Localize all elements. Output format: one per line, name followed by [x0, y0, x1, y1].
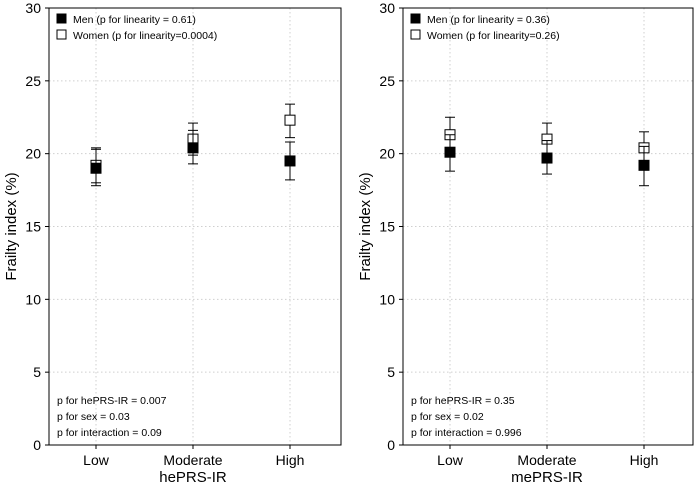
y-tick-label: 10 — [25, 291, 41, 307]
y-axis-title: Frailty index (%) — [3, 172, 20, 280]
x-axis-title: mePRS-IR — [511, 469, 583, 483]
annotation-text: p for interaction = 0.09 — [57, 427, 162, 439]
y-axis-title: Frailty index (%) — [357, 172, 374, 280]
men-point-2 — [187, 129, 199, 165]
men-point-1 — [444, 134, 456, 172]
x-tick-label: High — [630, 452, 659, 468]
x-tick-label: Low — [437, 452, 464, 468]
x-tick-label: High — [276, 452, 305, 468]
legend-open-square — [56, 29, 67, 40]
annotation-text: p for interaction = 0.996 — [411, 427, 522, 439]
legend-label: Men (p for linearity = 0.36) — [427, 14, 550, 26]
y-tick-label: 5 — [387, 364, 395, 380]
x-tick-label: Moderate — [163, 452, 222, 468]
men-point-3 — [638, 145, 650, 187]
filled-square-marker — [187, 142, 199, 154]
y-tick-label: 0 — [33, 437, 41, 453]
y-tick-label: 30 — [379, 0, 395, 16]
filled-square-marker — [638, 159, 650, 171]
chart-panel-2: 0 5 10 15 20 25 30 Low Moderate High mePRS-IR Frail… — [357, 0, 694, 483]
annotation-text: p for hePRS-IR = 0.007 — [57, 395, 167, 407]
x-axis-title: hePRS-IR — [159, 469, 227, 483]
y-tick-label: 30 — [25, 0, 41, 16]
legend-open-square — [410, 29, 421, 40]
legend-label: Men (p for linearity = 0.61) — [73, 14, 196, 26]
y-tick-label: 0 — [387, 437, 395, 453]
chart-panel-1: 0 5 10 15 20 25 30 Low Moderate High hePRS-IR Frail… — [3, 0, 342, 483]
x-tick-label: Low — [83, 452, 110, 468]
filled-square-marker — [444, 146, 456, 158]
annotation-text: p for sex = 0.02 — [411, 411, 484, 423]
y-tick-label: 15 — [25, 219, 41, 235]
men-point-3 — [284, 141, 296, 181]
y-tick-label: 15 — [379, 219, 395, 235]
y-tick-label: 5 — [33, 364, 41, 380]
men-point-1 — [90, 148, 102, 187]
y-tick-label: 10 — [379, 291, 395, 307]
legend-label: Women (p for linearity=0.0004) — [73, 30, 217, 42]
men-point-2 — [541, 140, 553, 175]
women-point-3 — [284, 103, 296, 139]
filled-square-marker — [541, 152, 553, 164]
annotation-text: p for hePRS-IR = 0.35 — [411, 395, 515, 407]
legend-filled-square — [56, 13, 67, 24]
y-tick-label: 20 — [25, 146, 41, 162]
legend-label: Women (p for linearity=0.26) — [427, 30, 560, 42]
annotation-text: p for sex = 0.03 — [57, 411, 130, 423]
x-tick-label: Moderate — [517, 452, 576, 468]
y-tick-label: 25 — [379, 73, 395, 89]
filled-square-marker — [284, 155, 296, 167]
legend-filled-square — [410, 13, 421, 24]
y-tick-label: 20 — [379, 146, 395, 162]
open-square-marker — [284, 114, 296, 126]
y-tick-label: 25 — [25, 73, 41, 89]
filled-square-marker — [90, 162, 102, 174]
